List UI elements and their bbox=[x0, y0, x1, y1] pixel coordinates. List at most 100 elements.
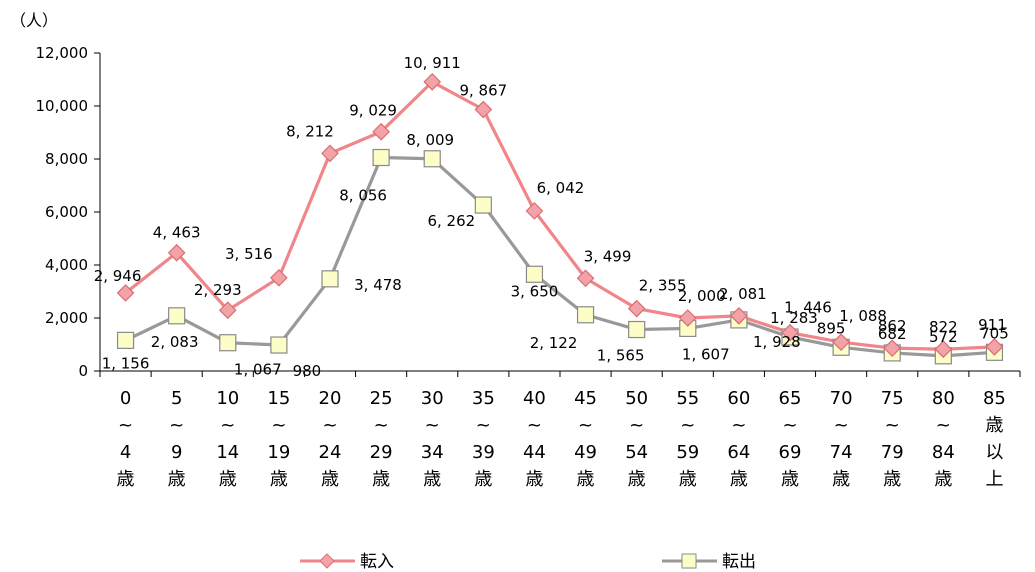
legend-marker-out bbox=[681, 553, 697, 569]
x-category-label: 59 bbox=[676, 442, 699, 463]
x-category-label: 歳 bbox=[270, 469, 288, 490]
data-label-out: 895 bbox=[817, 319, 846, 337]
marker-in bbox=[423, 73, 442, 91]
marker-in bbox=[525, 202, 544, 220]
data-label-in: 3, 516 bbox=[225, 245, 273, 263]
y-tick-label: 12,000 bbox=[36, 44, 89, 62]
x-category-label: ~ bbox=[476, 415, 491, 436]
x-category-label: ~ bbox=[118, 415, 133, 436]
x-category-label: ~ bbox=[782, 415, 797, 436]
marker-out bbox=[116, 331, 135, 349]
data-label-out: 3, 478 bbox=[354, 276, 402, 294]
x-category-label: 25 bbox=[370, 388, 393, 409]
marker-out bbox=[525, 265, 544, 283]
marker-out bbox=[628, 320, 646, 339]
data-label-out: 2, 122 bbox=[530, 334, 578, 352]
x-category-label: 44 bbox=[523, 442, 546, 463]
x-category-label: 歳 bbox=[117, 469, 135, 490]
data-label-in: 2, 081 bbox=[719, 285, 767, 303]
marker-in bbox=[678, 309, 697, 327]
x-category-label: 49 bbox=[574, 442, 597, 463]
marker-in bbox=[985, 338, 1004, 356]
data-label-in: 2, 293 bbox=[194, 281, 242, 299]
x-category-label: 歳 bbox=[423, 469, 441, 490]
data-labels: 2, 946 4, 463 2, 293 3, 516 8, 212 9, 029 10, … bbox=[94, 54, 1009, 380]
x-category-label: 歳 bbox=[832, 469, 850, 490]
marker-in bbox=[832, 333, 850, 352]
marker-out bbox=[423, 150, 441, 168]
x-category-label: ~ bbox=[220, 415, 235, 436]
data-label-out: 1, 156 bbox=[102, 354, 150, 372]
x-category-label: 上 bbox=[985, 469, 1003, 490]
x-category-label: 歳 bbox=[934, 469, 952, 490]
data-label-out: 980 bbox=[293, 362, 322, 380]
x-category-label: ~ bbox=[169, 415, 184, 436]
data-label-in: 862 bbox=[878, 317, 907, 335]
x-category-label: 以 bbox=[985, 442, 1003, 463]
x-category-label: 20 bbox=[319, 388, 342, 409]
data-label-in: 4, 463 bbox=[153, 224, 201, 242]
x-category-label: 75 bbox=[881, 388, 904, 409]
y-unit-label: （人） bbox=[10, 11, 58, 30]
x-category-label: 歳 bbox=[168, 469, 186, 490]
marker-in bbox=[270, 268, 288, 287]
marker-in bbox=[883, 339, 902, 358]
data-label-out: 1, 607 bbox=[682, 345, 730, 363]
x-category-label: 歳 bbox=[628, 469, 646, 490]
marker-out bbox=[321, 270, 339, 288]
data-label-out: 8, 056 bbox=[339, 187, 387, 205]
data-label-out: 1, 067 bbox=[234, 361, 282, 379]
x-category-label: 64 bbox=[727, 442, 750, 463]
x-category-label: 30 bbox=[421, 388, 444, 409]
x-category-label: ~ bbox=[374, 415, 389, 436]
data-label-out: 6, 262 bbox=[427, 212, 475, 230]
x-category-label: 歳 bbox=[577, 469, 595, 490]
x-category-label: 29 bbox=[370, 442, 393, 463]
data-label-out: 1, 928 bbox=[753, 333, 801, 351]
x-category-label: 45 bbox=[574, 388, 597, 409]
data-label-in: 10, 911 bbox=[404, 54, 461, 72]
x-category-label: 79 bbox=[881, 442, 904, 463]
marker-in bbox=[116, 284, 135, 302]
data-label-in: 8, 212 bbox=[286, 122, 334, 140]
y-tick-label: 10,000 bbox=[36, 97, 89, 115]
data-label-out: 705 bbox=[980, 324, 1009, 342]
marker-in bbox=[474, 100, 493, 119]
legend: 転入 転出 bbox=[300, 552, 756, 572]
data-label-in: 9, 867 bbox=[459, 82, 507, 100]
x-category-label: ~ bbox=[936, 415, 951, 436]
y-tick-label: 2,000 bbox=[45, 309, 88, 327]
x-category-label: ~ bbox=[322, 415, 337, 436]
marker-out bbox=[372, 148, 390, 167]
x-category-label: 歳 bbox=[321, 469, 339, 490]
marker-in bbox=[934, 340, 953, 359]
data-label-in: 9, 029 bbox=[349, 102, 397, 120]
y-tick-label: 0 bbox=[78, 362, 88, 380]
x-category-label: ~ bbox=[271, 415, 286, 436]
x-category-label: 歳 bbox=[985, 415, 1003, 436]
marker-in bbox=[321, 144, 339, 163]
data-label-out: 2, 083 bbox=[151, 333, 199, 351]
x-category-label: 85 bbox=[983, 388, 1006, 409]
legend-label-out: 転出 bbox=[722, 552, 756, 572]
x-category-label: 歳 bbox=[219, 469, 237, 490]
x-category-label: 74 bbox=[830, 442, 853, 463]
data-label-in: 2, 946 bbox=[94, 267, 142, 285]
marker-in bbox=[627, 299, 646, 318]
marker-in bbox=[781, 323, 799, 342]
x-category-label: ~ bbox=[629, 415, 644, 436]
x-category-label: 歳 bbox=[781, 469, 799, 490]
x-category-label: 50 bbox=[625, 388, 648, 409]
data-label-out: 572 bbox=[929, 328, 958, 346]
x-category-label: ~ bbox=[834, 415, 849, 436]
x-category-label: 9 bbox=[171, 442, 182, 463]
x-category-label: 歳 bbox=[679, 469, 697, 490]
x-category-label: 60 bbox=[727, 388, 750, 409]
data-label-in: 2, 000 bbox=[678, 287, 726, 305]
marker-out bbox=[576, 306, 595, 324]
y-axis: 0 2,000 4,000 6,000 8,000 10,000 12,000 bbox=[36, 44, 101, 380]
data-label-in: 2, 355 bbox=[639, 277, 687, 295]
x-category-label: 70 bbox=[830, 388, 853, 409]
x-category-label: 35 bbox=[472, 388, 495, 409]
x-category-label: 24 bbox=[319, 442, 342, 463]
